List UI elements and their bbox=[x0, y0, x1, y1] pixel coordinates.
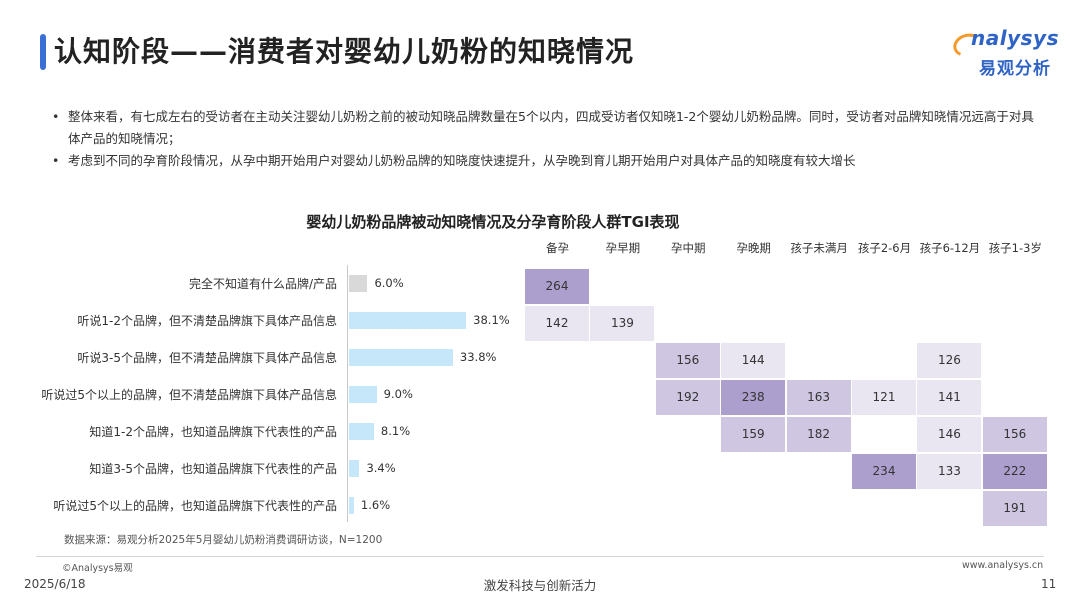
tgi-column-header: 孩子1-3岁 bbox=[988, 241, 1042, 255]
tgi-column-header: 孩子2-6月 bbox=[857, 241, 912, 255]
tgi-cell: 191 bbox=[982, 491, 1047, 526]
tgi-cell: 133 bbox=[917, 454, 982, 489]
bar-mark bbox=[349, 349, 453, 366]
tgi-column-header: 孩子6-12月 bbox=[919, 241, 981, 255]
bar-mark bbox=[349, 423, 374, 440]
title-accent-bar bbox=[40, 34, 46, 70]
tgi-cell: 264 bbox=[525, 269, 589, 304]
tgi-cell: 141 bbox=[917, 380, 982, 415]
website-link[interactable]: www.analysys.cn bbox=[962, 560, 1044, 571]
chart-title: 婴幼儿奶粉品牌被动知晓情况及分孕育阶段人群TGI表现 bbox=[0, 211, 1080, 232]
page-number: 11 bbox=[1041, 577, 1057, 591]
tgi-column-header: 孕中期 bbox=[671, 241, 706, 255]
tgi-cell: 222 bbox=[982, 454, 1047, 489]
analysys-logo: nalysys 易观分析 bbox=[950, 26, 1063, 79]
bar-value-label: 3.4% bbox=[366, 460, 396, 475]
bar-value-label: 9.0% bbox=[383, 386, 413, 401]
logo-text-en: nalysys bbox=[971, 26, 1059, 50]
tgi-column-header: 孕晚期 bbox=[736, 241, 771, 255]
tgi-column-header: 孩子未满月 bbox=[790, 241, 848, 255]
bar-value-label: 33.8% bbox=[459, 349, 497, 364]
tgi-cell: 144 bbox=[721, 343, 786, 378]
tgi-cell: 163 bbox=[786, 380, 851, 415]
bar-category-label: 完全不知道有什么品牌/产品 bbox=[188, 276, 337, 291]
tgi-cell: 156 bbox=[655, 343, 720, 378]
page-title: 认知阶段——消费者对婴幼儿奶粉的知晓情况 bbox=[54, 35, 635, 68]
bar-category-label: 听说过5个以上的品牌，但不清楚品牌旗下具体产品信息 bbox=[41, 387, 337, 402]
tgi-column-header: 备孕 bbox=[546, 241, 569, 255]
tgi-cell: 159 bbox=[721, 417, 786, 452]
report-date: 2025/6/18 bbox=[24, 577, 86, 591]
tgi-cell: 182 bbox=[786, 417, 851, 452]
tgi-cell: 146 bbox=[917, 417, 982, 452]
bar-category-label: 听说1-2个品牌，但不清楚品牌旗下具体产品信息 bbox=[77, 313, 337, 328]
bar-mark bbox=[349, 497, 354, 514]
bar-chart-axis bbox=[347, 265, 348, 522]
bar-value-label: 38.1% bbox=[473, 312, 510, 327]
tgi-cell: 234 bbox=[852, 454, 916, 489]
footer-slogan: 激发科技与创新活力 bbox=[483, 578, 597, 593]
tgi-cell: 126 bbox=[917, 343, 982, 378]
tgi-cell: 139 bbox=[590, 306, 655, 341]
bullet-item: 考虑到不同的孕育阶段情况，从孕中期开始用户对婴幼儿奶粉品牌的知晓度快速提升，从孕… bbox=[52, 150, 1037, 172]
summary-bullets: 整体来看，有七成左右的受访者在主动关注婴幼儿奶粉之前的被动知晓品牌数量在5个以内… bbox=[52, 106, 1037, 172]
copyright-text: ©Analysys易观 bbox=[62, 563, 133, 574]
bar-mark bbox=[349, 275, 368, 292]
bar-value-label: 6.0% bbox=[374, 275, 404, 290]
data-source-note: 数据来源：易观分析2025年5月婴幼儿奶粉消费调研访谈，N=1200 bbox=[64, 534, 383, 546]
bar-value-label: 1.6% bbox=[360, 497, 391, 512]
tgi-cell: 156 bbox=[982, 417, 1047, 452]
bar-mark bbox=[349, 312, 467, 329]
bar-value-label: 8.1% bbox=[380, 423, 411, 438]
bar-category-label: 知道1-2个品牌，也知道品牌旗下代表性的产品 bbox=[89, 424, 337, 439]
tgi-cell: 192 bbox=[655, 380, 720, 415]
footer-divider bbox=[36, 556, 1044, 557]
logo-text-cn: 易观分析 bbox=[979, 59, 1051, 79]
bullet-item: 整体来看，有七成左右的受访者在主动关注婴幼儿奶粉之前的被动知晓品牌数量在5个以内… bbox=[52, 106, 1037, 150]
tgi-cell: 238 bbox=[721, 380, 786, 415]
tgi-cell: 121 bbox=[852, 380, 916, 415]
bar-category-label: 听说过5个以上的品牌，也知道品牌旗下代表性的产品 bbox=[53, 498, 337, 513]
bar-mark bbox=[349, 386, 377, 403]
bar-category-label: 知道3-5个品牌，也知道品牌旗下代表性的产品 bbox=[89, 461, 337, 476]
tgi-column-header: 孕早期 bbox=[605, 241, 641, 255]
bar-mark bbox=[349, 460, 360, 477]
chart-title-text: 婴幼儿奶粉品牌被动知晓情况及分孕育阶段人群TGI表现 bbox=[306, 213, 680, 231]
bar-category-label: 听说3-5个品牌，但不清楚品牌旗下具体产品信息 bbox=[77, 350, 337, 365]
tgi-cell: 142 bbox=[525, 306, 589, 341]
